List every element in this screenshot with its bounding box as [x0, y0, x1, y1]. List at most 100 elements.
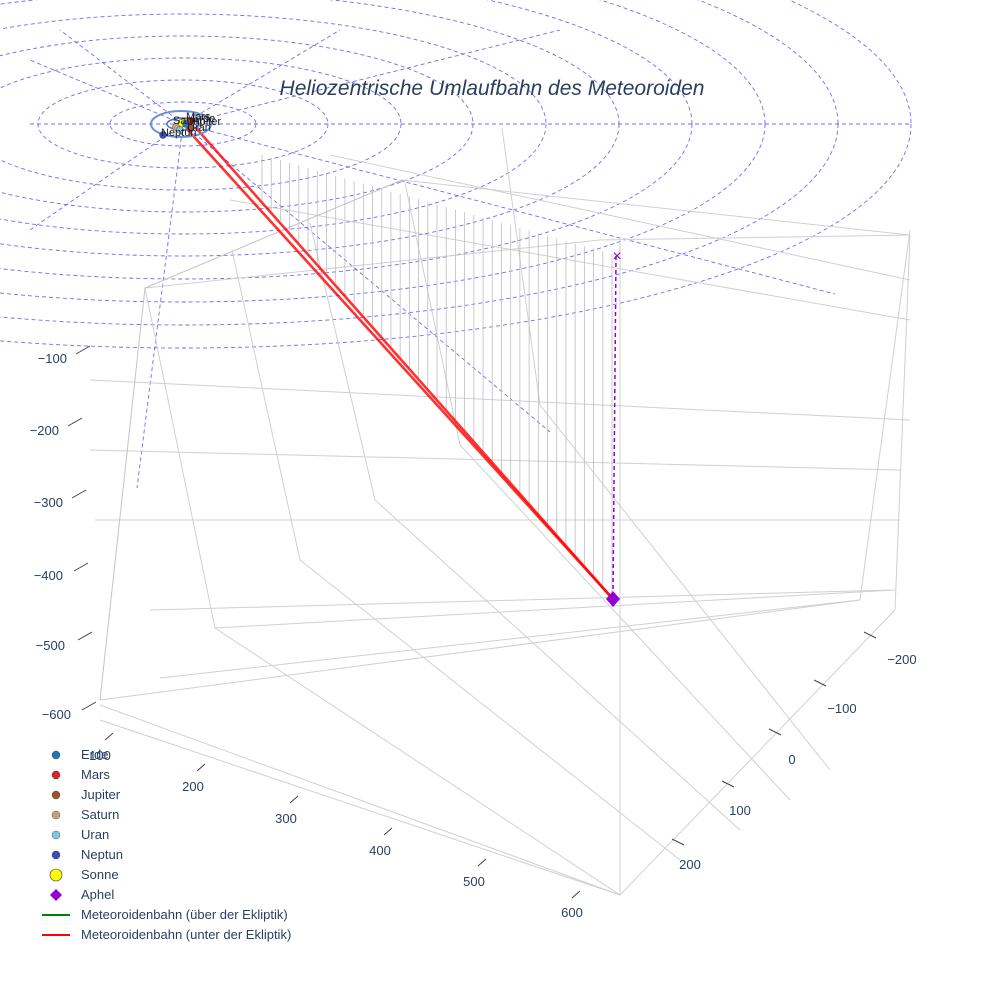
legend-circle-swatch [51, 810, 61, 820]
aphel-drop-line [612, 255, 617, 598]
ecliptic-ring [0, 0, 912, 349]
legend-label: Neptun [81, 847, 123, 862]
aphel-marker [606, 591, 620, 607]
y-tick-mark [721, 780, 735, 788]
z-tick-label: −600 [42, 707, 71, 722]
legend-circle-swatch [49, 868, 63, 882]
legend-item[interactable]: Uran [51, 827, 109, 842]
grid-line [299, 559, 681, 861]
legend-label: Uran [81, 827, 109, 842]
legend-label: Aphel [81, 887, 114, 902]
grid-line [99, 179, 403, 701]
legend-label: Meteoroidenbahn (über der Ekliptik) [81, 907, 288, 922]
legend-circle-swatch [51, 850, 61, 860]
legend-item[interactable]: Erde [51, 747, 108, 762]
ecliptic-radial [182, 29, 561, 125]
grid-line [99, 599, 861, 701]
planet-label: Saturn [173, 115, 205, 127]
legend-item[interactable]: Neptun [51, 847, 123, 862]
ecliptic-reference-grid [0, 0, 912, 489]
planet-label: Jupiter [188, 116, 221, 128]
legend-item[interactable]: Saturn [51, 807, 119, 822]
legend-item[interactable]: Meteoroidenbahn (über der Ekliptik) [42, 907, 288, 922]
y-tick-mark [813, 679, 827, 687]
y-tick-label: −200 [887, 652, 916, 667]
z-tick-label: −300 [34, 495, 63, 510]
ecliptic-radial [136, 123, 184, 489]
planet-label: Uran [187, 122, 211, 134]
grid-line [404, 182, 461, 446]
z-tick-mark [73, 562, 89, 572]
legend-item[interactable]: Meteoroidenbahn (unter der Ekliptik) [42, 927, 291, 942]
x-tick-mark [571, 890, 581, 899]
x-tick-label: 500 [463, 874, 485, 889]
y-tick-label: 100 [729, 803, 751, 818]
planet-marker [187, 124, 195, 132]
ecliptic-radial [59, 29, 184, 125]
legend-label: Sonne [81, 867, 119, 882]
z-tick-label: −500 [36, 638, 65, 653]
legend-label: Mars [81, 767, 110, 782]
chart-title: Heliozentrische Umlaufbahn des Meteoroid… [280, 77, 705, 100]
y-tick-mark [863, 631, 877, 639]
y-tick-label: 200 [679, 857, 701, 872]
z-tick-label: −200 [30, 423, 59, 438]
grid-line [144, 287, 216, 629]
grid-line [539, 404, 831, 771]
grid-line [149, 589, 891, 611]
legend-circle-swatch [51, 790, 61, 800]
grid-line [231, 249, 301, 561]
x-tick-mark [196, 763, 206, 772]
grid-line [159, 599, 861, 679]
x-tick-label: 200 [182, 779, 204, 794]
legend-item[interactable]: Mars [51, 767, 110, 782]
grid-line [374, 499, 741, 831]
planet-label: Neptun [161, 127, 196, 139]
z-tick-label: −100 [38, 351, 67, 366]
z-tick-mark [75, 345, 91, 355]
ecliptic-ring [0, 0, 693, 280]
axis-ticks: −100 −200 −300 −400 −500 −600 100 200 300 400 500 6… [30, 345, 917, 920]
ecliptic-ring [0, 0, 766, 303]
legend[interactable]: Erde Mars Jupiter Saturn Uran Neptun Sonne Aphe… [42, 747, 291, 942]
z-tick-mark [77, 631, 93, 641]
z-tick-mark [71, 489, 87, 499]
x-tick-mark [477, 858, 487, 867]
y-tick-label: −100 [827, 701, 856, 716]
meteoroid-orbit: × [185, 127, 622, 607]
ecliptic-ring [0, 13, 547, 235]
grid-line [229, 199, 911, 321]
legend-item[interactable]: Aphel [50, 887, 114, 902]
z-tick-label: −400 [34, 568, 63, 583]
y-tick-label: 0 [788, 752, 795, 767]
x-tick-mark [104, 732, 114, 741]
legend-label: Erde [81, 747, 108, 762]
legend-circle-swatch [51, 770, 61, 780]
planet-marker [176, 126, 184, 134]
grid-line [401, 179, 911, 236]
inner-orbit-ring [150, 110, 212, 138]
grid-line [894, 234, 911, 611]
x-tick-label: 300 [275, 811, 297, 826]
ecliptic-radial [182, 123, 836, 295]
grid-line [89, 379, 911, 421]
grid-line [859, 229, 911, 601]
legend-item[interactable]: Sonne [49, 867, 119, 882]
y-tick-mark [671, 838, 685, 846]
z-tick-mark [81, 701, 97, 711]
x-tick-label: 400 [369, 843, 391, 858]
planet-marker [159, 131, 167, 139]
x-tick-mark [289, 795, 299, 804]
x-tick-label: 100 [89, 748, 111, 763]
ecliptic-radial [29, 123, 184, 231]
z-tick-mark [67, 417, 83, 427]
grid-line [99, 704, 621, 896]
grid-line [89, 449, 901, 471]
planet-label: Erde [192, 113, 215, 125]
grid-line [99, 719, 621, 896]
axis-box-grid [89, 127, 911, 896]
orbit-line-red [195, 127, 613, 599]
legend-item[interactable]: Jupiter [51, 787, 121, 802]
grid-line [501, 127, 541, 406]
